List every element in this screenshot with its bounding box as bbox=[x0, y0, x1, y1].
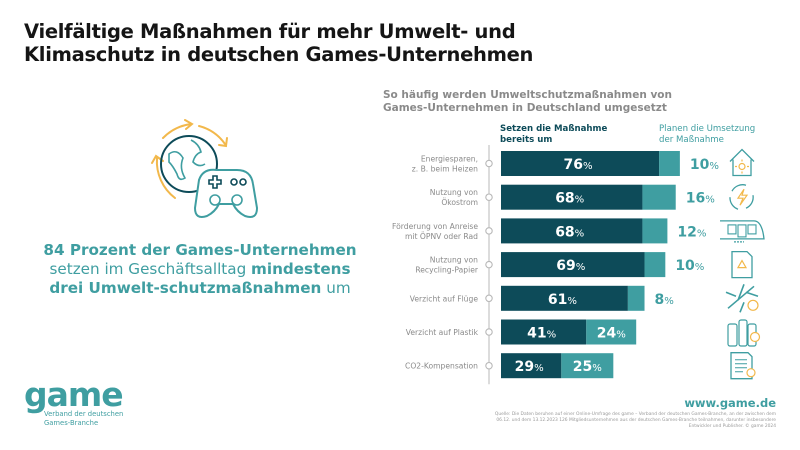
value-label-implemented: 69% bbox=[556, 258, 585, 274]
document-offset-icon bbox=[730, 352, 756, 380]
bar-implemented bbox=[501, 319, 587, 345]
key-statement: 84 Prozent der Games-Unternehmen setzen … bbox=[40, 241, 360, 298]
bar-implemented bbox=[501, 218, 643, 244]
green-electricity-icon bbox=[729, 184, 754, 210]
bar-planned bbox=[561, 353, 614, 379]
game-logo: game bbox=[24, 375, 124, 414]
value-label-implemented: 68% bbox=[555, 191, 584, 207]
logo-tagline-line-2: Games-Branche bbox=[44, 419, 99, 427]
bar-implemented bbox=[501, 151, 660, 176]
value-label-implemented: 41% bbox=[527, 326, 556, 342]
bar-implemented bbox=[501, 252, 645, 278]
bar-implemented bbox=[501, 285, 628, 311]
category-label: Nutzung von bbox=[430, 256, 478, 265]
statement-highlight-2: mindestens drei Umwelt-schutzmaßnahmen bbox=[49, 260, 351, 297]
source-note: Quelle: Die Daten beruhen auf einer Onli… bbox=[494, 412, 776, 429]
category-label: Verzicht auf Flüge bbox=[410, 294, 479, 303]
page-title: Vielfältige Maßnahmen für mehr Umwelt- u… bbox=[24, 20, 534, 66]
bar-planned bbox=[642, 184, 676, 210]
bar-implemented bbox=[501, 353, 562, 379]
value-label-planned: 12% bbox=[677, 224, 706, 240]
bar-planned bbox=[627, 285, 645, 311]
axis-marker bbox=[485, 328, 493, 336]
axis-marker bbox=[485, 159, 493, 168]
category-label: mit ÖPNV oder Rad bbox=[405, 232, 478, 241]
axis-marker bbox=[485, 361, 493, 370]
value-label-implemented: 29% bbox=[515, 359, 544, 375]
value-label-planned: 25% bbox=[573, 359, 602, 375]
airplane-no-icon bbox=[725, 284, 759, 313]
bar-implemented bbox=[501, 184, 643, 210]
value-label-implemented: 76% bbox=[564, 157, 593, 173]
bar-planned bbox=[642, 218, 668, 244]
logo-tagline: Verband der deutschen Games-Branche bbox=[44, 410, 123, 428]
value-label-implemented: 68% bbox=[555, 224, 584, 240]
category-label: Verzicht auf Plastik bbox=[406, 328, 479, 337]
statement-text-2: um bbox=[321, 279, 351, 297]
bar-planned bbox=[644, 252, 666, 278]
category-label: Recycling-Papier bbox=[415, 266, 479, 275]
category-label: Förderung von Anreise bbox=[392, 222, 478, 231]
bar-planned bbox=[586, 319, 637, 345]
value-label-planned: 10% bbox=[675, 258, 704, 274]
logo-tagline-line-1: Verband der deutschen bbox=[44, 410, 124, 418]
recycling-paper-icon bbox=[731, 250, 753, 279]
category-label: Nutzung von bbox=[430, 188, 478, 197]
plastic-bottles-no-icon bbox=[727, 319, 761, 347]
chart-title: So häufig werden Umweltschutzmaßnahmen v… bbox=[383, 89, 672, 114]
category-label: CO2-Kompensation bbox=[405, 362, 478, 371]
value-label-implemented: 61% bbox=[548, 292, 577, 308]
website-link[interactable]: www.game.de bbox=[684, 396, 776, 410]
bar-planned bbox=[659, 151, 680, 176]
axis-marker bbox=[485, 260, 493, 269]
category-label: z. B. beim Heizen bbox=[412, 165, 478, 174]
legend-implemented: Setzen die Maßnahme bereits um bbox=[500, 124, 608, 145]
legend-planned: Planen die Umsetzung der Maßnahme bbox=[659, 124, 756, 145]
house-sun-icon bbox=[729, 148, 755, 177]
globe-with-gamepad-recycle-icon bbox=[151, 119, 259, 218]
value-label-planned: 16% bbox=[686, 191, 715, 207]
category-label: Energiesparen, bbox=[421, 155, 478, 164]
value-label-planned: 24% bbox=[597, 326, 626, 342]
value-label-planned: 10% bbox=[690, 157, 719, 173]
statement-highlight-1: 84 Prozent der Games-Unternehmen bbox=[43, 241, 357, 259]
statement-text-1: setzen im Geschäftsalltag bbox=[49, 260, 252, 278]
category-label: Ökostrom bbox=[441, 198, 478, 207]
train-icon bbox=[720, 220, 765, 243]
axis-marker bbox=[485, 227, 493, 235]
value-label-planned: 8% bbox=[655, 292, 675, 308]
axis-marker bbox=[485, 193, 493, 201]
axis-marker bbox=[485, 294, 493, 303]
